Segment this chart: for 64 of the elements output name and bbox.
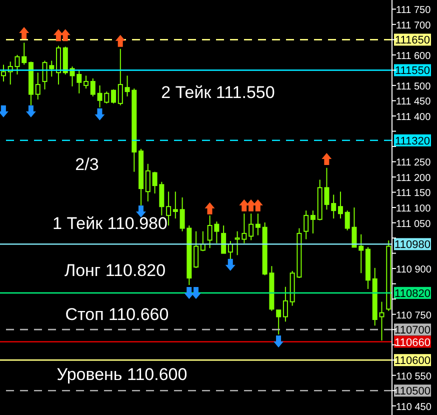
candlestick (276, 310, 282, 335)
candlestick (331, 194, 336, 219)
point (115, 34, 126, 47)
y-tick-label: 111 600 (396, 50, 432, 62)
annotation: 2/3 (75, 155, 99, 175)
ref-line-label: 110600 (394, 355, 430, 368)
candlestick (255, 213, 260, 236)
point (204, 202, 215, 214)
point (60, 29, 70, 42)
candlestick (221, 225, 226, 254)
y-tick-label: 110 450 (396, 402, 432, 413)
point (252, 199, 263, 212)
point (19, 26, 30, 39)
point (191, 286, 201, 299)
y-tick-label: 111 400 (396, 112, 432, 123)
point (239, 199, 250, 212)
candlestick (145, 163, 150, 202)
ref-line-label: 110500 (394, 386, 430, 398)
y-tick-label: 111 450 (396, 96, 432, 108)
annotation: Лонг 110.820 (64, 261, 166, 281)
candlestick (310, 210, 316, 234)
annotation: 2 Тейк 111.550 (161, 83, 275, 103)
y-tick-label: 111 200 (396, 172, 432, 184)
point (53, 29, 64, 42)
y-tick-label: 110 550 (396, 371, 432, 382)
point (322, 152, 332, 165)
candlestick (111, 88, 116, 104)
ref-line-label: 110980 (394, 239, 430, 252)
candlestick (282, 286, 288, 322)
point (274, 335, 284, 348)
ref-line-label: 110820 (394, 288, 430, 300)
point (136, 205, 146, 218)
candlestick (35, 72, 40, 100)
annotation: 1 Тейк 110.980 (52, 214, 168, 234)
candlestick (194, 230, 199, 268)
candlestick (338, 191, 343, 219)
candlestick (248, 213, 254, 241)
y-tick-label: 111 150 (396, 188, 432, 200)
ref-line-label: 111320 (394, 135, 430, 148)
y-tick-label: 110 900 (396, 264, 432, 276)
annotation: Стоп 110.660 (65, 305, 169, 325)
candlestick (84, 75, 89, 89)
point (94, 108, 105, 120)
ref-line-label: 110700 (394, 324, 430, 337)
point (225, 258, 236, 271)
y-tick-label: 111 750 (396, 5, 432, 16)
y-tick-label: 111 250 (396, 158, 432, 169)
ref-line-label: 111650 (394, 34, 430, 47)
point (26, 105, 36, 118)
candlestick (172, 191, 178, 219)
candlestick (304, 210, 309, 240)
point (246, 199, 256, 212)
candlestick (166, 191, 172, 226)
candlestick (118, 48, 123, 106)
candlestick (90, 78, 96, 97)
y-tick-label: 111 500 (396, 81, 432, 92)
ref-line-label: 111550 (394, 65, 430, 78)
y-tick-label: 111 050 (396, 218, 432, 230)
y-tick-label: 111 700 (396, 20, 432, 32)
ref-line-label: 110660 (394, 336, 430, 349)
annotation: Уровень 110.600 (56, 365, 188, 385)
y-tick-label: 110 750 (396, 310, 432, 322)
y-tick-label: 111 100 (396, 204, 432, 214)
candlestick (358, 234, 364, 274)
